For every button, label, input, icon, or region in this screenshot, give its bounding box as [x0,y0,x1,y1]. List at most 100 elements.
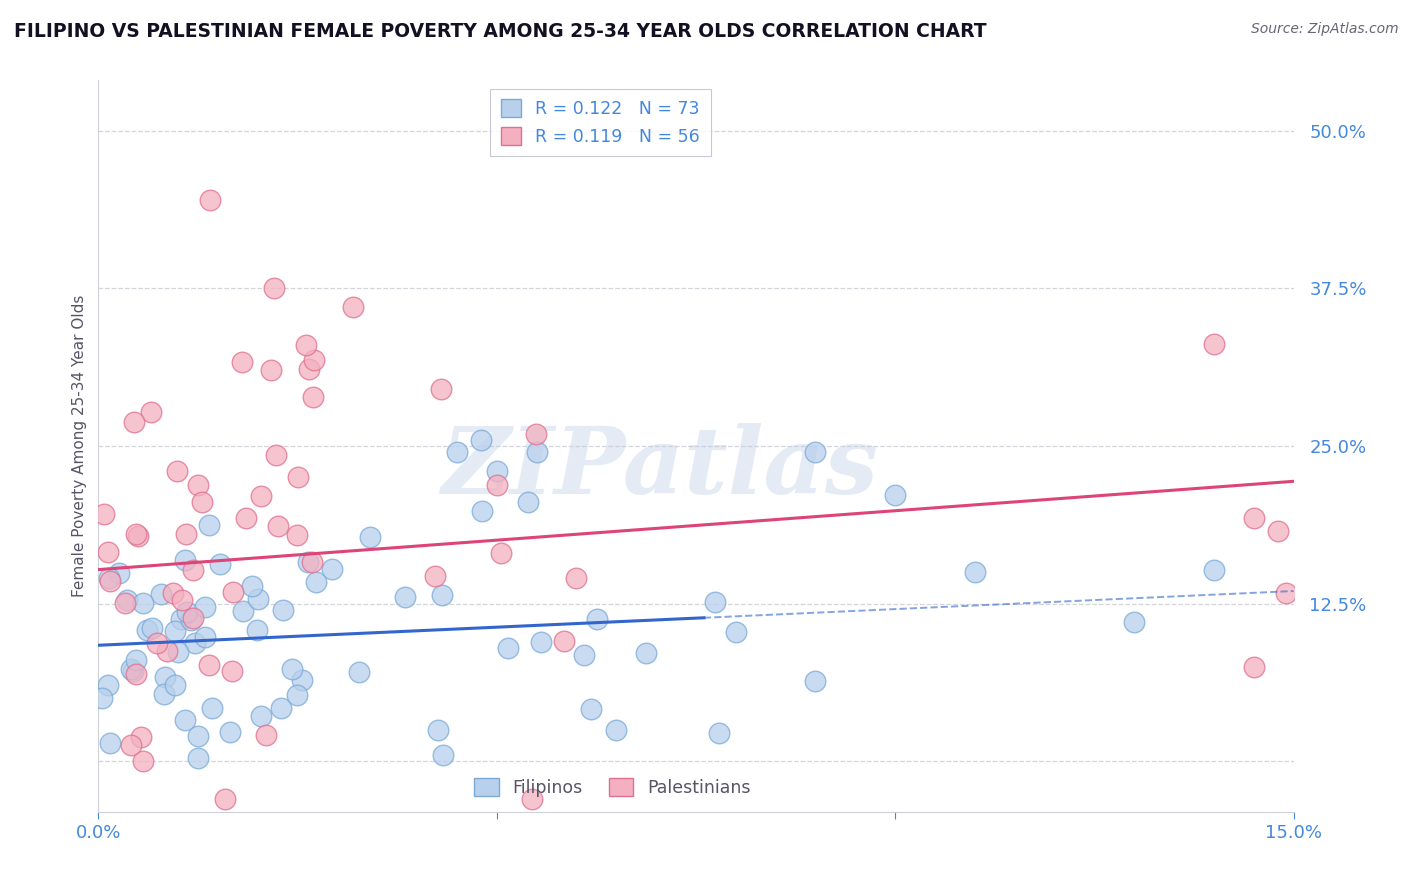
Point [91,691,114,706]
Point [287,470,309,484]
Point [432,589,454,603]
Point [125,667,148,681]
Point [174,527,197,541]
Point [139,405,162,419]
Point [294,338,316,352]
Point [427,723,450,737]
Point [173,553,195,567]
Point [165,678,187,692]
Point [291,673,314,688]
Point [1267,524,1289,538]
Point [586,612,609,626]
Point [131,730,153,744]
Point [263,281,285,295]
Point [1243,659,1265,673]
Point [176,605,198,619]
Point [187,478,209,492]
Point [152,687,174,701]
Point [471,504,494,518]
Point [1243,511,1265,525]
Point [98,736,121,750]
Text: ZIPatlas: ZIPatlas [441,423,879,513]
Point [120,739,142,753]
Point [304,574,326,589]
Point [93,508,115,522]
Point [155,670,177,684]
Point [804,674,827,689]
Point [297,555,319,569]
Point [149,587,172,601]
Point [125,652,148,666]
Point [221,665,243,679]
Point [565,571,588,585]
Point [498,641,520,656]
Point [1274,586,1296,600]
Point [214,792,236,806]
Point [270,701,292,715]
Point [247,591,270,606]
Point [491,546,513,560]
Point [209,558,232,572]
Point [146,636,169,650]
Point [198,518,221,533]
Point [432,748,454,763]
Point [553,634,575,648]
Point [1123,615,1146,630]
Point [170,592,193,607]
Point [198,193,221,207]
Point [167,645,190,659]
Point [97,545,120,559]
Point [221,585,243,599]
Point [349,665,371,679]
Point [235,510,257,524]
Point [423,569,446,583]
Point [249,489,271,503]
Point [97,678,120,692]
Text: FILIPINO VS PALESTINIAN FEMALE POVERTY AMONG 25-34 YEAR OLDS CORRELATION CHART: FILIPINO VS PALESTINIAN FEMALE POVERTY A… [14,22,987,41]
Point [302,390,325,404]
Point [884,488,907,502]
Point [231,355,253,369]
Point [359,530,381,544]
Point [342,300,364,314]
Point [163,624,186,638]
Y-axis label: Female Poverty Among 25-34 Year Olds: Female Poverty Among 25-34 Year Olds [72,295,87,597]
Point [127,529,149,543]
Point [579,701,602,715]
Text: Source: ZipAtlas.com: Source: ZipAtlas.com [1251,22,1399,37]
Point [724,625,747,640]
Point [136,624,159,638]
Point [193,599,215,614]
Point [187,730,209,744]
Point [634,646,657,660]
Point [114,596,136,610]
Point [271,603,294,617]
Point [517,494,540,508]
Point [485,478,508,492]
Point [281,662,304,676]
Point [240,579,263,593]
Point [285,528,308,542]
Point [183,611,205,625]
Point [526,426,548,441]
Point [132,595,155,609]
Point [530,635,553,649]
Point [485,464,508,478]
Point [254,728,277,742]
Point [121,665,143,679]
Point [260,363,283,377]
Point [287,688,309,702]
Point [180,613,202,627]
Point [250,709,273,723]
Point [430,382,453,396]
Point [191,495,214,509]
Point [1202,563,1225,577]
Point [98,571,121,585]
Point [98,574,121,588]
Point [267,518,290,533]
Point [187,751,209,765]
Point [120,662,142,676]
Legend: Filipinos, Palestinians: Filipinos, Palestinians [467,771,758,804]
Point [115,592,138,607]
Point [804,445,827,459]
